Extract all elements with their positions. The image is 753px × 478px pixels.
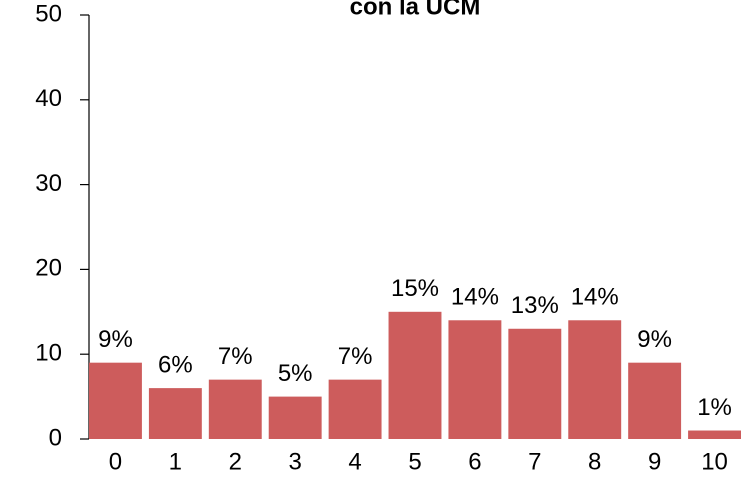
bar <box>688 430 741 439</box>
value-label: 7% <box>338 343 373 370</box>
bar <box>508 328 562 439</box>
y-tick-label: 20 <box>35 255 62 282</box>
y-tick-label: 10 <box>35 340 62 367</box>
x-tick-label: 9 <box>648 448 661 475</box>
value-label: 7% <box>218 343 253 370</box>
value-label: 5% <box>278 360 313 387</box>
x-tick-label: 1 <box>169 448 182 475</box>
bar <box>148 388 202 439</box>
y-tick-label: 40 <box>35 85 62 112</box>
value-label: 6% <box>158 351 193 378</box>
x-tick-label: 3 <box>289 448 302 475</box>
x-tick-label: 10 <box>701 448 728 475</box>
value-label: 14% <box>451 284 499 311</box>
x-tick-label: 4 <box>348 448 361 475</box>
bar <box>268 396 322 439</box>
x-tick-label: 8 <box>588 448 601 475</box>
bar <box>89 362 142 439</box>
bar <box>628 362 682 439</box>
bar <box>208 379 262 439</box>
bar <box>388 311 442 439</box>
chart-title: con la UCM <box>350 0 481 20</box>
value-label: 14% <box>571 284 619 311</box>
value-label: 9% <box>98 326 133 353</box>
x-tick-label: 6 <box>468 448 481 475</box>
value-label: 13% <box>511 292 559 319</box>
bar <box>568 320 622 439</box>
value-label: 9% <box>637 326 672 353</box>
value-label: 15% <box>391 275 439 302</box>
y-tick-label: 0 <box>49 424 62 451</box>
value-label: 1% <box>697 394 732 421</box>
bar <box>328 379 382 439</box>
bar <box>448 320 502 439</box>
x-tick-label: 0 <box>109 448 122 475</box>
y-tick-label: 50 <box>35 0 62 27</box>
y-tick-label: 30 <box>35 170 62 197</box>
x-tick-label: 5 <box>408 448 421 475</box>
x-tick-label: 2 <box>229 448 242 475</box>
x-tick-label: 7 <box>528 448 541 475</box>
